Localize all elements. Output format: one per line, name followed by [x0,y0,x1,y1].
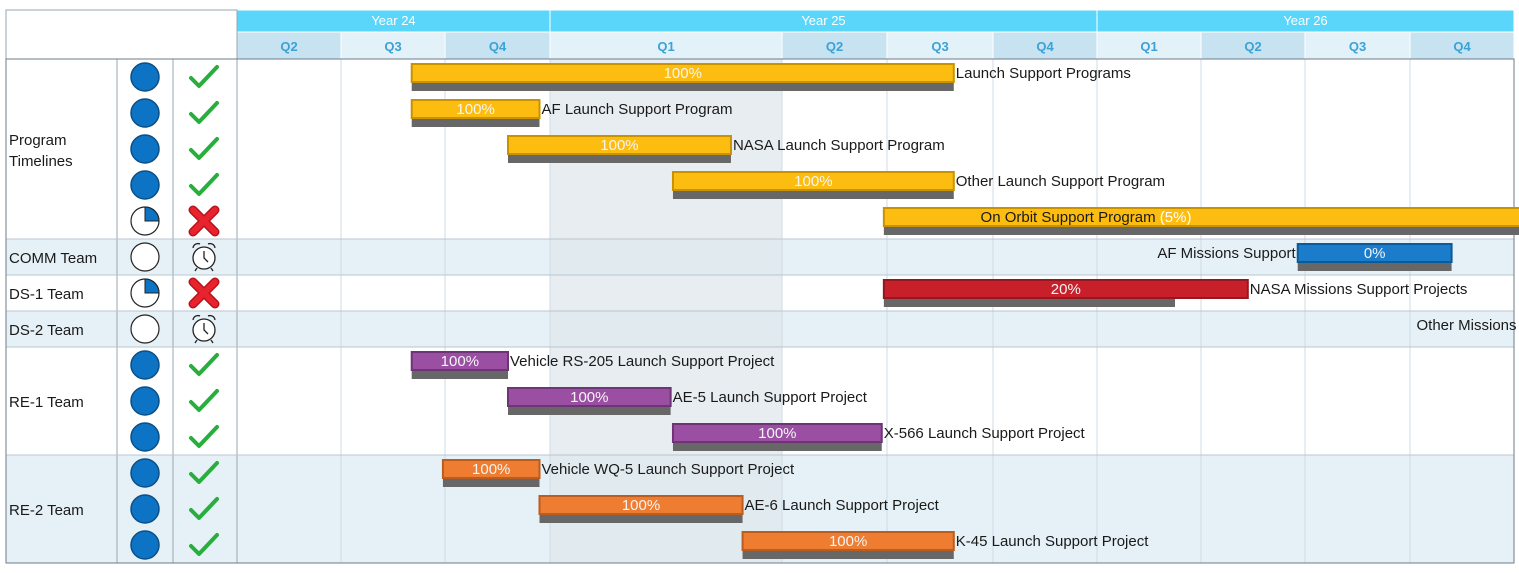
check-icon [189,65,219,88]
task-percent: 20% [1051,281,1081,298]
task-label: NASA Missions Support Projects [1250,281,1468,298]
task-percent: 100% [472,461,510,478]
task-percent: 100% [794,173,832,190]
task-percent: (5%) [1160,209,1192,226]
group-name: Program Timelines [9,132,73,170]
quarter-pie-icon [130,278,160,308]
task-label: On Orbit Support Program (5%) [981,209,1192,226]
task-label: Vehicle WQ-5 Launch Support Project [542,461,795,478]
task-bar [538,495,744,515]
quarter-label: Q4 [489,39,507,54]
quarter-label: Q1 [657,39,674,54]
task-label: AE-6 Launch Support Project [745,497,940,514]
quarter-label: Q2 [1244,39,1261,54]
alarm-clock-icon [192,242,216,272]
task-bar [671,423,883,443]
full-circle-icon [130,422,160,452]
x-icon [188,205,220,237]
quarter-label: Q4 [1036,39,1054,54]
task-bar [1296,243,1453,263]
check-icon [189,353,219,376]
task-label: Other Launch Support Program [956,173,1165,190]
task-percent: 100% [456,101,494,118]
full-circle-icon [130,98,160,128]
task-label: AF Missions Support [1157,245,1296,262]
check-icon [189,101,219,124]
quarter-pie-icon [130,206,160,236]
full-circle-icon [130,62,160,92]
quarter-label: Q2 [826,39,843,54]
x-icon [188,277,220,309]
task-bar [741,531,955,551]
task-percent: 100% [600,137,638,154]
check-icon [189,497,219,520]
check-icon [189,137,219,160]
quarter-header [549,31,783,60]
quarter-label: Q2 [280,39,297,54]
group-name: RE-2 Team [9,502,84,519]
task-label: Launch Support Programs [956,65,1131,82]
quarter-label: Q1 [1140,39,1157,54]
quarter-label: Q3 [1349,39,1366,54]
quarter-header [444,31,551,60]
corner-cell [5,9,238,60]
task-bar [507,135,732,155]
task-label: X-566 Launch Support Project [884,425,1086,442]
quarter-header [1096,31,1202,60]
task-percent: 0% [1364,245,1386,262]
task-label: NASA Launch Support Program [733,137,945,154]
task-percent: 100% [664,65,702,82]
task-percent: 100% [622,497,660,514]
quarter-label: Q3 [384,39,401,54]
task-bar [441,459,541,479]
task-label: AF Launch Support Program [542,101,733,118]
year-label: Year 26 [1283,13,1327,28]
table-border [5,58,1515,564]
check-icon [189,533,219,556]
check-icon [189,389,219,412]
task-bar [410,351,509,371]
group-name: COMM Team [9,250,97,267]
quarter-label: Q3 [931,39,948,54]
task-label: Other Missions Support Projects [1417,317,1519,334]
task-bar [671,171,955,191]
task-percent: 100% [570,389,608,406]
quarter-label: Q4 [1453,39,1471,54]
task-percent: 100% [441,353,479,370]
full-circle-icon [130,458,160,488]
empty-circle-icon [130,242,160,272]
task-label: Vehicle RS-205 Launch Support Project [510,353,775,370]
full-circle-icon [130,134,160,164]
task-bar [507,387,672,407]
group-name: DS-2 Team [9,322,84,339]
task-percent: 100% [829,533,867,550]
year-label: Year 24 [371,13,415,28]
task-label: AE-5 Launch Support Project [673,389,868,406]
alarm-clock-icon [192,314,216,344]
task-bar [882,279,1249,299]
check-icon [189,173,219,196]
task-bar [882,207,1519,227]
full-circle-icon [130,386,160,416]
task-percent: 100% [758,425,796,442]
quarter-header [886,31,994,60]
group-name: RE-1 Team [9,394,84,411]
quarter-header [1409,31,1515,60]
task-bar [410,99,541,119]
full-circle-icon [130,350,160,380]
check-icon [189,461,219,484]
task-bar [410,63,955,83]
full-circle-icon [130,494,160,524]
check-icon [189,425,219,448]
task-label: K-45 Launch Support Project [956,533,1149,550]
full-circle-icon [130,530,160,560]
year-label: Year 25 [801,13,845,28]
full-circle-icon [130,170,160,200]
group-name: DS-1 Team [9,286,84,303]
empty-circle-icon [130,314,160,344]
